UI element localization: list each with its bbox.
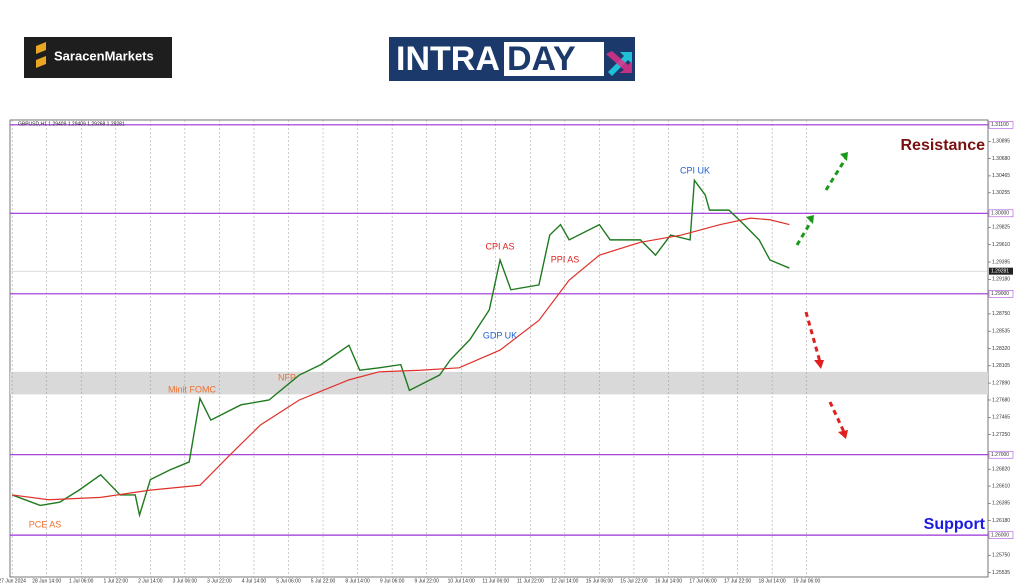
y-tick-label: 1.30255 bbox=[992, 190, 1010, 196]
banner-arrow-down bbox=[606, 51, 632, 73]
y-tick-label: 1.28750 bbox=[992, 311, 1010, 317]
x-tick-label: 8 Jul 14:00 bbox=[345, 578, 370, 584]
y-tick-label: 1.25750 bbox=[992, 553, 1010, 559]
y-tick-label: 1.27250 bbox=[992, 432, 1010, 438]
y-tick-label: 1.28105 bbox=[992, 363, 1010, 369]
forecast-arrows bbox=[795, 152, 848, 439]
x-tick-label: 27 Jun 2024 bbox=[0, 578, 26, 584]
banner-right: DAY bbox=[507, 40, 576, 78]
x-tick-label: 11 Jul 06:00 bbox=[482, 578, 509, 584]
resistance-label: Resistance bbox=[901, 137, 986, 154]
x-tick-label: 16 Jul 14:00 bbox=[655, 578, 682, 584]
y-tick-label: 1.26610 bbox=[992, 483, 1010, 489]
annotation: GDP UK bbox=[483, 330, 517, 340]
level-label-box bbox=[988, 209, 1014, 218]
down-arrow-2 bbox=[828, 401, 846, 433]
y-tick-label: 1.27680 bbox=[992, 397, 1010, 403]
annotation: PCE AS bbox=[29, 519, 62, 529]
level-label-box bbox=[988, 290, 1014, 298]
banner: INTRA DAY bbox=[389, 37, 635, 81]
banner-left: INTRA bbox=[396, 40, 500, 78]
y-tick-label: 1.30465 bbox=[992, 173, 1010, 179]
up-arrow-head-2 bbox=[806, 215, 814, 224]
annotation: NFP bbox=[278, 372, 296, 382]
x-tick-label: 1 Jul 06:00 bbox=[69, 578, 94, 584]
banner-box bbox=[504, 42, 604, 76]
level-label-box bbox=[988, 450, 1014, 459]
up-arrow-head-1 bbox=[840, 152, 848, 161]
up-arrow-1 bbox=[824, 157, 848, 191]
brand-icon bbox=[36, 42, 46, 68]
y-tick-label: 1.28535 bbox=[992, 329, 1010, 335]
x-tick-label: 9 Jul 22:00 bbox=[414, 578, 439, 584]
plot: 27 Jun 2024 28 Jun 14:00 1 Jul 06:00 1 Jul … bbox=[0, 120, 1014, 584]
y-tick-label: 1.26180 bbox=[992, 518, 1010, 524]
annotation: PPI AS bbox=[551, 254, 580, 264]
y-tick-label: 1.25535 bbox=[992, 570, 1010, 576]
x-tick-label: 15 Jul 06:00 bbox=[586, 578, 613, 584]
x-tick-label: 17 Jul 06:00 bbox=[689, 578, 716, 584]
y-tick-label: 1.29395 bbox=[992, 259, 1010, 265]
x-tick-label: 17 Jul 22:00 bbox=[724, 578, 751, 584]
annotation: Minit FOMC bbox=[168, 384, 216, 394]
plot-frame bbox=[9, 119, 989, 578]
brand-bg bbox=[24, 37, 172, 78]
x-tick-label: 3 Jul 06:00 bbox=[173, 578, 198, 584]
y-tick-label: 1.30895 bbox=[992, 139, 1010, 145]
x-tick-label: 5 Jul 22:00 bbox=[311, 578, 336, 584]
last-price-label: 1.29281 bbox=[991, 269, 1009, 275]
y-tick-label: 1.30680 bbox=[992, 156, 1010, 162]
last-price-box bbox=[989, 267, 1013, 275]
x-tick-label: 10 Jul 14:00 bbox=[448, 578, 475, 584]
down-arrow-head-2 bbox=[838, 430, 848, 439]
x-tick-label: 2 Jul 14:00 bbox=[138, 578, 163, 584]
x-tick-label: 3 Jul 22:00 bbox=[207, 578, 232, 584]
level-label: 1.27000 bbox=[991, 452, 1009, 458]
x-tick-label: 4 Jul 14:00 bbox=[242, 578, 267, 584]
level-label: 1.30000 bbox=[991, 211, 1009, 217]
x-tick-label: 12 Jul 14:00 bbox=[551, 578, 578, 584]
level-label: 1.29000 bbox=[991, 291, 1009, 297]
series-line bbox=[12, 217, 790, 501]
x-tick-label: 1 Jul 22:00 bbox=[104, 578, 129, 584]
annotation: CPI UK bbox=[680, 165, 710, 175]
y-tick-label: 1.26395 bbox=[992, 501, 1010, 507]
x-tick-label: 19 Jul 06:00 bbox=[793, 578, 820, 584]
x-tick-label: 15 Jul 22:00 bbox=[620, 578, 647, 584]
brand-text: SaracenMarkets bbox=[54, 48, 154, 63]
level-label-box bbox=[988, 121, 1014, 129]
level-label: 1.26000 bbox=[991, 532, 1009, 538]
x-tick-label: 9 Jul 06:00 bbox=[380, 578, 405, 584]
level-label: 1.31100 bbox=[991, 122, 1009, 128]
brand-logo: SaracenMarkets bbox=[24, 37, 172, 78]
y-tick-label: 1.27465 bbox=[992, 415, 1010, 421]
level-label-box bbox=[988, 531, 1014, 539]
x-tick-label: 11 Jul 22:00 bbox=[517, 578, 544, 584]
zone bbox=[10, 371, 988, 395]
y-tick-label: 1.28320 bbox=[992, 346, 1010, 352]
y-tick-label: 1.27890 bbox=[992, 380, 1010, 386]
down-arrow-head-1 bbox=[814, 360, 824, 369]
series-line bbox=[11, 178, 790, 518]
y-tick-label: 1.29180 bbox=[992, 277, 1010, 283]
y-tick-label: 1.29825 bbox=[992, 225, 1010, 231]
down-arrow-1 bbox=[804, 311, 822, 363]
x-tick-label: 5 Jul 06:00 bbox=[276, 578, 301, 584]
x-tick-label: 18 Jul 14:00 bbox=[758, 578, 785, 584]
symbol-header: GBPUSD,H1 1.29409 1.29409 1.29268 1.2928… bbox=[18, 121, 125, 127]
y-tick-label: 1.26820 bbox=[992, 467, 1010, 473]
y-tick-label: 1.29610 bbox=[992, 242, 1010, 248]
up-arrow-2 bbox=[795, 219, 814, 246]
x-tick-label: 28 Jun 14:00 bbox=[32, 578, 61, 584]
annotation: CPI AS bbox=[485, 241, 514, 251]
support-label: Support bbox=[924, 516, 986, 533]
